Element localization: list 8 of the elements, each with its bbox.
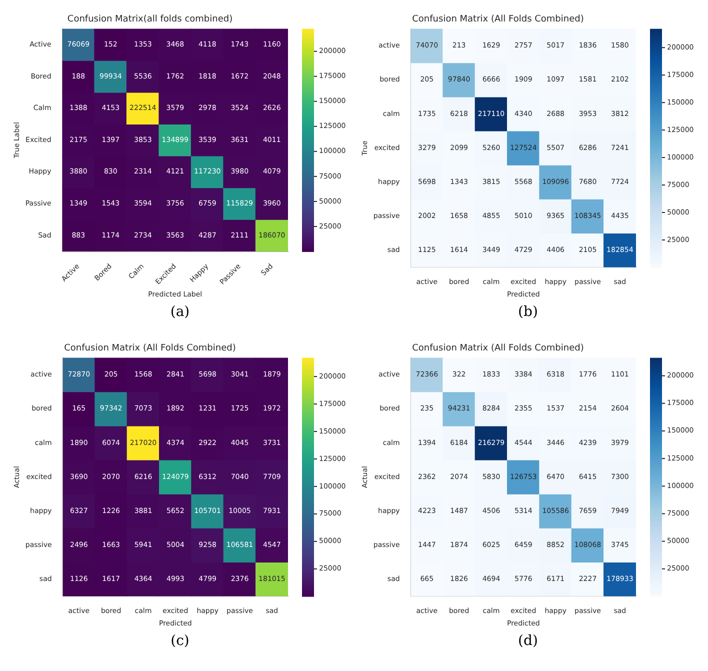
text: (b) (518, 304, 538, 320)
text: (d) (518, 633, 538, 649)
chart-title: Confusion Matrix (All Folds Combined) (412, 14, 584, 25)
text: (c) (170, 633, 190, 649)
chart-title: Confusion Matrix (All Folds Combined) (412, 344, 584, 354)
chart-title: Confusion Matrix(all folds combined) (67, 14, 233, 25)
chart-title: Confusion Matrix (All Folds Combined) (64, 344, 236, 354)
text: (a) (170, 304, 190, 320)
